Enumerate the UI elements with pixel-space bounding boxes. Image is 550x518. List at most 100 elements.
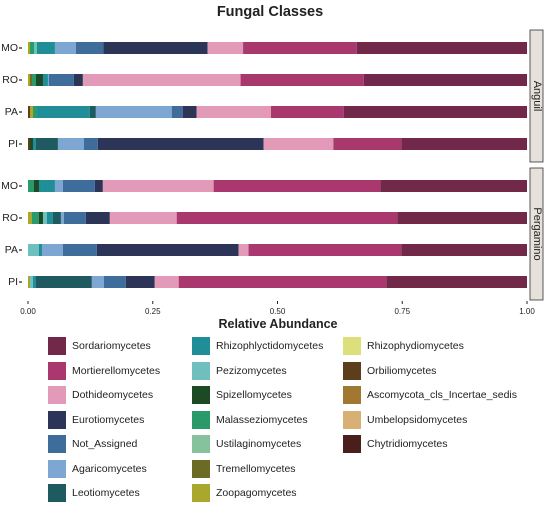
bar-segment-leotiomycetes [35,138,58,150]
bar-segment-malasseziomycetes [31,212,39,224]
bar-segment-dothideomycetes [238,244,249,256]
legend-swatch [48,435,66,453]
legend-swatch [192,386,210,404]
bar-segment-pezizomycetes [33,42,37,54]
bar-segment-dothideomycetes [196,106,272,118]
legend-label: Sordariomycetes [72,340,151,352]
legend-item: Zoopagomycetes [192,482,297,504]
bar-segment-eurotiomycetes [73,74,83,86]
bar-segment-rhizophlyctidomycetes [38,180,43,192]
legend-item: Pezizomycetes [192,360,287,382]
legend-label: Zoopagomycetes [216,487,297,499]
bar-segment-not-assigned [171,106,183,118]
bar-segment-mortierellomycetes [176,212,398,224]
legend-label: Not_Assigned [72,438,138,450]
bar-segment-zoopagomycetes [28,276,30,288]
bar-segment-zoopagomycetes [28,42,30,54]
legend-swatch [192,410,210,429]
bar-segment-tremellomycetes [29,74,32,86]
legend-swatch [48,410,66,429]
legend-item: Not_Assigned [48,433,137,455]
legend-label: Rhizophlyctidomycetes [216,340,324,352]
bar-segment-spizellomycetes [33,180,39,192]
legend-label: Spizellomycetes [216,389,292,401]
bar-segment-rhizophlyctidomycetes [36,42,55,54]
legend-swatch [343,361,361,380]
bar-segment-zoopagomycetes [29,106,33,118]
legend-swatch [48,337,66,355]
bar-segment-not-assigned [75,42,104,54]
x-tick-label: 0.50 [270,307,286,316]
legend-item: Leotiomycetes [48,482,140,504]
facet-label: Pergamino [531,207,543,260]
legend-swatch [192,337,210,355]
bar-segment-leotiomycetes [89,106,96,118]
bar-segment-rhizophlyctidomycetes [38,244,42,256]
bar-segment-agaricomycetes [41,244,63,256]
bar-segment-mortierellomycetes [271,106,344,118]
legend-swatch [343,410,361,429]
legend-label: Rhizophydiomycetes [367,340,464,352]
bar-segment-agaricomycetes [91,276,104,288]
bar-segment-spizellomycetes [29,138,33,150]
legend-swatch [192,435,210,453]
y-tick-label: MO [1,42,18,54]
legend-label: Dothideomycetes [72,389,154,401]
legend-label: Leotiomycetes [72,487,140,499]
stacked-bar-chart: Fungal Classes Relative Abundance Anguil… [1,4,544,330]
bar-segment-sordariomycetes [343,106,527,118]
facet-panel-anguil: Anguil MO RO PA PI [1,29,544,163]
bar-segment-spizellomycetes [35,74,43,86]
legend-label: Orbiliomycetes [367,364,437,377]
bar-segment-mortierellomycetes [248,244,402,256]
legend-swatch [192,361,210,380]
legend-item: Rhizophydiomycetes [343,335,464,357]
bar-segment-sordariomycetes [356,42,527,54]
bar-segment-rhizophlyctidomycetes [32,276,36,288]
bar-segment-not-assigned [103,276,126,288]
bar-segment-mortierellomycetes [213,180,381,192]
bar-segment-malasseziomycetes [31,74,36,86]
legend-item: Mortierellomycetes [48,360,160,382]
bar-segment-mortierellomycetes [240,74,364,86]
legend-item: Spizellomycetes [192,384,292,406]
bar-segment-leotiomycetes [35,276,92,288]
bar-segment-rhizophlyctidomycetes [36,106,90,118]
bar-segment-not-assigned [83,138,98,150]
bar-segment-mortierellomycetes [333,138,402,150]
bar-segment-dothideomycetes [207,42,244,54]
x-axis-label: Relative Abundance [218,317,337,330]
legend-item: Ustilaginomycetes [192,433,301,455]
bar-segment-sordariomycetes [380,180,527,192]
legend-swatch [48,459,66,478]
legend-item: Ascomycota_cls_Incertae_sedis [343,384,517,406]
bar-segment-dothideomycetes [154,276,179,288]
facet-label: Anguil [531,81,543,112]
bar-segment-agaricomycetes [47,74,49,86]
x-tick-label: 0.00 [20,307,36,316]
bar-segment-pezizomycetes [28,244,39,256]
bar-segment-rhizophlyctidomycetes [42,180,55,192]
bar-segment-zoopagomycetes [28,74,30,86]
legend-swatch [192,459,210,478]
bar-segment-not-assigned [48,74,74,86]
bar-segment-leotiomycetes [52,212,61,224]
bar-segment-rhizophlyctidomycetes [46,212,53,224]
bar-segment-eurotiomycetes [182,106,197,118]
legend-label: Agaricomycetes [72,462,147,475]
bar-segment-mortierellomycetes [178,276,387,288]
legend-item: Umbelopsidomycetes [343,409,467,431]
legend-label: Ascomycota_cls_Incertae_sedis [367,389,517,401]
legend-item: Rhizophlyctidomycetes [192,335,323,357]
bar-segment-malasseziomycetes [28,180,34,192]
legend-swatch [48,484,66,502]
bar-segment-not-assigned [62,180,95,192]
legend-item: Agaricomycetes [48,458,147,480]
bar-segment-eurotiomycetes [97,138,264,150]
chart-legend: Sordariomycetes Mortierellomycetes Dothide… [0,330,550,518]
bar-segment-eurotiomycetes [94,180,103,192]
bar-segment-orbiliomycetes [28,106,30,118]
bar-segment-spizellomycetes [38,212,43,224]
legend-swatch [343,337,361,355]
legend-item: Eurotiomycetes [48,409,144,431]
